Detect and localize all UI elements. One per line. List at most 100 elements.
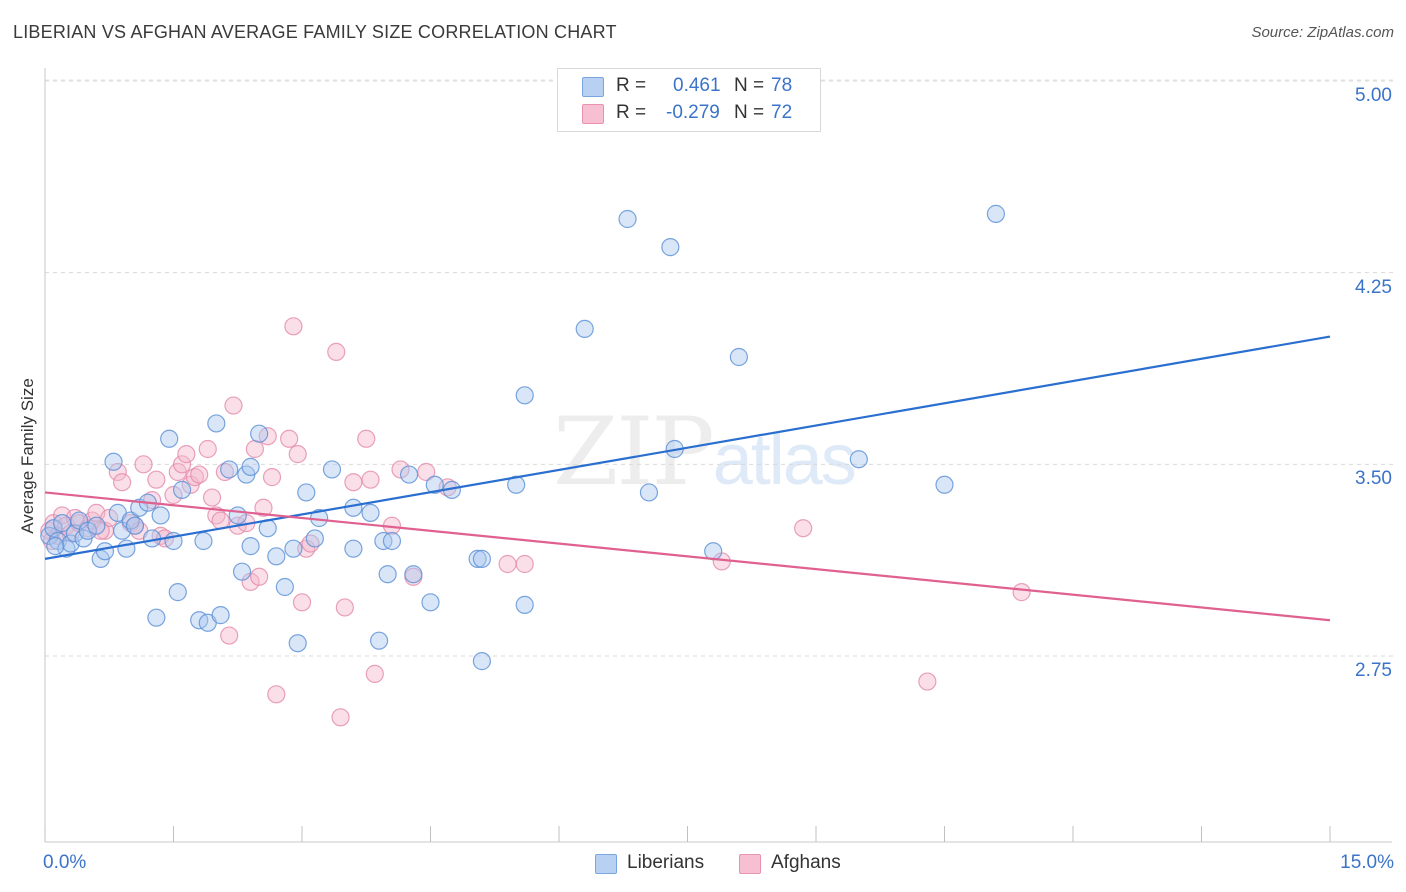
afghans-point [391,460,410,479]
liberians-point [194,531,213,551]
afghans-point [361,470,380,489]
liberians-point [322,460,342,479]
afghans-swatch [582,104,604,124]
afghans-point [498,554,517,574]
afghans-point [262,468,282,487]
watermark-atlas: atlas [712,420,857,500]
liberians-point [382,531,402,551]
afghans-swatch [739,854,761,874]
r-label: R = [616,75,647,96]
afghans-point [515,554,534,574]
axes [44,68,1392,843]
afghans-point [794,519,813,538]
afghans-point [224,396,243,415]
afghans-point [280,429,299,448]
afghans-point [357,429,376,448]
liberians-point [704,542,723,561]
afghans-point [172,455,192,474]
afghans-trend-line [44,491,1331,622]
afghans-point [292,593,312,612]
afghans-point [254,498,273,517]
liberians-point [87,516,106,535]
liberians-point [78,521,97,540]
liberians-trend-line [44,335,1331,560]
n-label: N = [734,75,765,96]
afghans-point [198,439,217,459]
liberians-point [288,634,307,653]
liberians-point [250,424,269,443]
y-axis-label: Average Family Size [18,378,37,534]
liberians-point [305,529,324,548]
liberians-point [370,631,389,650]
liberians-point [661,238,680,257]
liberians-point [172,480,192,499]
liberians-point [297,483,316,502]
liberians-point [472,549,491,568]
liberians-point [729,347,749,367]
liberians-point [404,565,423,584]
liberians-swatch [582,77,604,97]
liberians-point [125,516,145,535]
afghans-point [220,626,239,645]
afghans-point [331,708,350,727]
liberians-point [515,386,534,405]
trend-lines [44,335,1331,622]
liberians-point [160,429,179,448]
liberians-point [232,562,252,581]
liberians-point [421,593,440,612]
liberians-points [40,204,1006,671]
liberians-point [46,537,65,556]
afghans-point [108,462,127,482]
liberians-point [575,319,594,338]
liberians-point [147,608,166,627]
liberians-point [130,498,149,517]
liberians-swatch [595,854,617,874]
n-value: 72 [771,102,793,123]
n-label: N = [734,102,765,123]
liberians-point [207,414,226,433]
afghans-point [112,473,132,492]
liberians-point [472,652,491,671]
afghans-point [284,317,303,336]
liberians-point [618,209,637,229]
liberians-point [515,595,534,614]
afghans-point [134,455,153,474]
x-tick-label-max: 15.0% [1340,852,1394,873]
liberians-point [267,547,286,566]
afghans-point [365,664,384,683]
liberians-point [220,460,239,479]
afghans-point [164,485,183,505]
liberians-point [468,549,487,568]
afghans-point [245,439,264,459]
afghans-point [918,672,937,691]
afghans-point [250,567,269,586]
liberians-point [849,450,868,469]
watermark: ZIPatlas [553,398,857,507]
x-tick-label-min: 0.0% [43,852,87,873]
legend-label: Afghans [771,852,841,873]
liberians-point [241,537,260,556]
afghans-point [327,342,346,361]
liberians-point [211,606,230,625]
liberians-point [284,539,303,558]
r-value: -0.279 [666,102,720,123]
liberians-point [378,565,397,584]
liberians-point [935,475,954,494]
liberians-point [168,583,187,602]
liberians-point [425,475,444,494]
liberians-point [986,204,1006,223]
afghans-point [147,470,166,489]
liberians-point [151,506,170,525]
y-tick-label: 5.00 [1355,85,1392,106]
source-label[interactable]: Source: ZipAtlas.com [1251,24,1394,41]
afghans-point [344,473,363,492]
y-tick-label: 4.25 [1355,277,1392,298]
watermark-zip: ZIP [553,398,715,507]
correlation-legend: R = 0.461 N = 78 R = -0.279 N = 72 [557,68,821,132]
liberians-point [275,577,294,597]
chart-title: LIBERIAN VS AFGHAN AVERAGE FAMILY SIZE C… [13,22,617,42]
afghans-point [190,465,209,484]
afghans-point [267,685,286,704]
afghans-point [177,445,196,464]
